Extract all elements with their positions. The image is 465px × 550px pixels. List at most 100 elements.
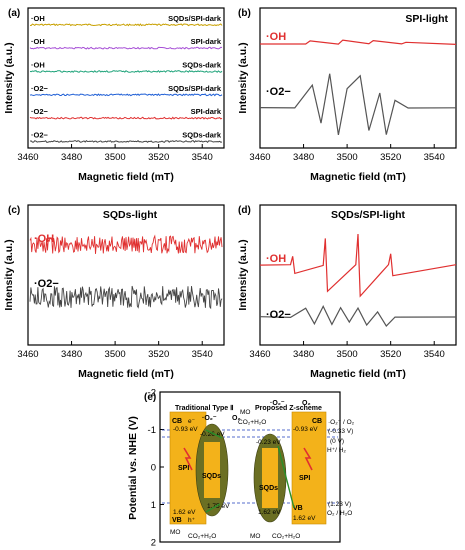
electron-arrow-icon [205,429,223,439]
ref-o2-value: (-0.33 V) [328,428,353,435]
series-species-label: ·O2− [31,130,49,139]
y-axis-label: Intensity (a.u.) [3,239,15,310]
series-line [29,69,223,73]
hole-arrow-icon [205,503,221,513]
co2-label-z: CO₂+H₂O [238,419,266,426]
panel-a: (a) ·OH SQDs/SPI-dark ·OH SPI-dark ·OH SQDs-d… [3,7,225,183]
x-tick-label: 3520 [148,152,169,163]
z-sqds-vb-value: 1.62 eV [258,509,281,516]
series-species-label: ·OH [31,14,45,23]
plot-frame [259,204,457,346]
y-axis-label: Potential vs. NHE (V) [127,416,139,520]
x-tick-label: 3520 [380,152,401,163]
panel-b: (b) SPI-light 3460 3480 3500 3520 3540 ·OH ·… [237,7,457,183]
mo-label-type2: MO [170,529,180,536]
panel-title: SQDs-light [103,209,158,221]
x-tick-label: 3480 [61,152,82,163]
x-tick-label: 3500 [337,349,358,360]
series-line [29,116,223,120]
o2-label: ·O2− [34,278,59,290]
panel-title: SPI-light [405,13,448,25]
o2-label-z: O₂ [302,400,311,407]
z-spi-vb-value: 1.62 eV [293,515,316,522]
y-tick-label: -2 [148,388,156,399]
x-tick-label: 3520 [380,349,401,360]
x-axis-label: Magnetic field (mT) [78,171,174,183]
series-name-label: SQDs-dark [182,130,222,139]
sqds-gap-z [262,448,278,508]
e-label: e⁻ [188,418,196,425]
series-line [259,305,457,327]
x-tick-label: 3480 [293,152,314,163]
series-line [29,46,223,50]
z-transfer-arrow-icon [277,445,295,509]
plot-frame [27,204,225,346]
panel-label: (d) [238,205,251,216]
x-tick-label: 3540 [192,152,213,163]
cb-label: CB [172,418,182,425]
panel-e: (e) Potential vs. NHE (V) -2 -1 0 1 2 Tradit… [127,388,355,549]
panel-d: (d) SQDs/SPI-light 3460 3480 3500 3520 3540 … [237,204,457,380]
series-line [29,23,223,27]
h-label: h⁺ [188,517,196,524]
z-spi-cb-value: -0.93 eV [293,426,318,433]
series-name-label: SQDs/SPI-dark [168,84,222,93]
o2-label: ·O2− [266,309,291,321]
plot-frame [27,7,225,149]
scheme-title-zscheme: Proposed Z-scheme [255,405,322,412]
co2-label-type2: CO₂+H₂O [188,533,216,540]
spi-label-z: SPI [299,475,310,482]
series-line [29,234,223,254]
x-tick-label: 3500 [105,152,126,163]
o2rad-label-type2: ·O₂⁻ [202,415,217,422]
lightning-icon [303,447,313,471]
z-sqds-cb-value: -0.23 eV [256,439,281,446]
panel-label: (e) [144,392,156,403]
spi-block-z [291,411,327,525]
y-tick-label: 0 [151,463,156,474]
vb-label: VB [172,517,182,524]
sqds-gap-type2 [204,442,220,498]
panel-label: (a) [8,8,20,19]
x-tick-label: 3460 [17,152,38,163]
panel-label: (b) [238,8,251,19]
x-tick-label: 3520 [148,349,169,360]
co2-label-z-bottom: CO₂+H₂O [272,533,300,540]
panel-title: SQDs/SPI-light [331,209,406,221]
x-axis-label: Magnetic field (mT) [310,368,406,380]
oh-label: ·OH [34,233,54,245]
series-line [259,233,457,298]
scheme-title-type2: Traditional Type Ⅱ [175,404,234,412]
series-species-label: ·OH [31,60,45,69]
x-tick-label: 3540 [192,349,213,360]
series-line [29,285,223,310]
x-tick-label: 3480 [61,349,82,360]
series-line [29,140,223,144]
ref-h2-label: H⁺/ H₂ [327,447,346,454]
series-species-label: ·O2− [31,107,49,116]
z-vb-label: VB [293,505,303,512]
spi-label-type2: SPI [178,465,189,472]
ref-h2-value: (0 V) [330,438,344,445]
ref-h2o-label: O₂ / H₂O [327,510,352,517]
o2-label-type2: O₂ [232,415,241,422]
x-tick-label: 3500 [105,349,126,360]
series-species-label: ·OH [31,37,45,46]
x-axis-label: Magnetic field (mT) [310,171,406,183]
mo-label-z: MO [240,409,250,416]
x-tick-label: 3480 [293,349,314,360]
oh-label: ·OH [266,253,286,265]
x-tick-label: 3460 [249,152,270,163]
lightning-icon [183,447,193,471]
x-tick-label: 3460 [249,349,270,360]
sqds-label-type2: SQDs [202,473,221,480]
series-name-label: SPI-dark [191,107,222,116]
x-axis-label: Magnetic field (mT) [78,368,174,380]
oh-label: ·OH [266,31,286,43]
sqds-vb-value: 1.75 eV [207,503,230,510]
y-tick-label: 1 [151,500,156,511]
panel-c: (c) SQDs-light 3460 3480 3500 3520 3540 ·OH … [3,204,225,380]
o2-label: ·O2− [266,86,291,98]
x-tick-label: 3500 [337,152,358,163]
y-tick-label: 2 [151,538,156,549]
